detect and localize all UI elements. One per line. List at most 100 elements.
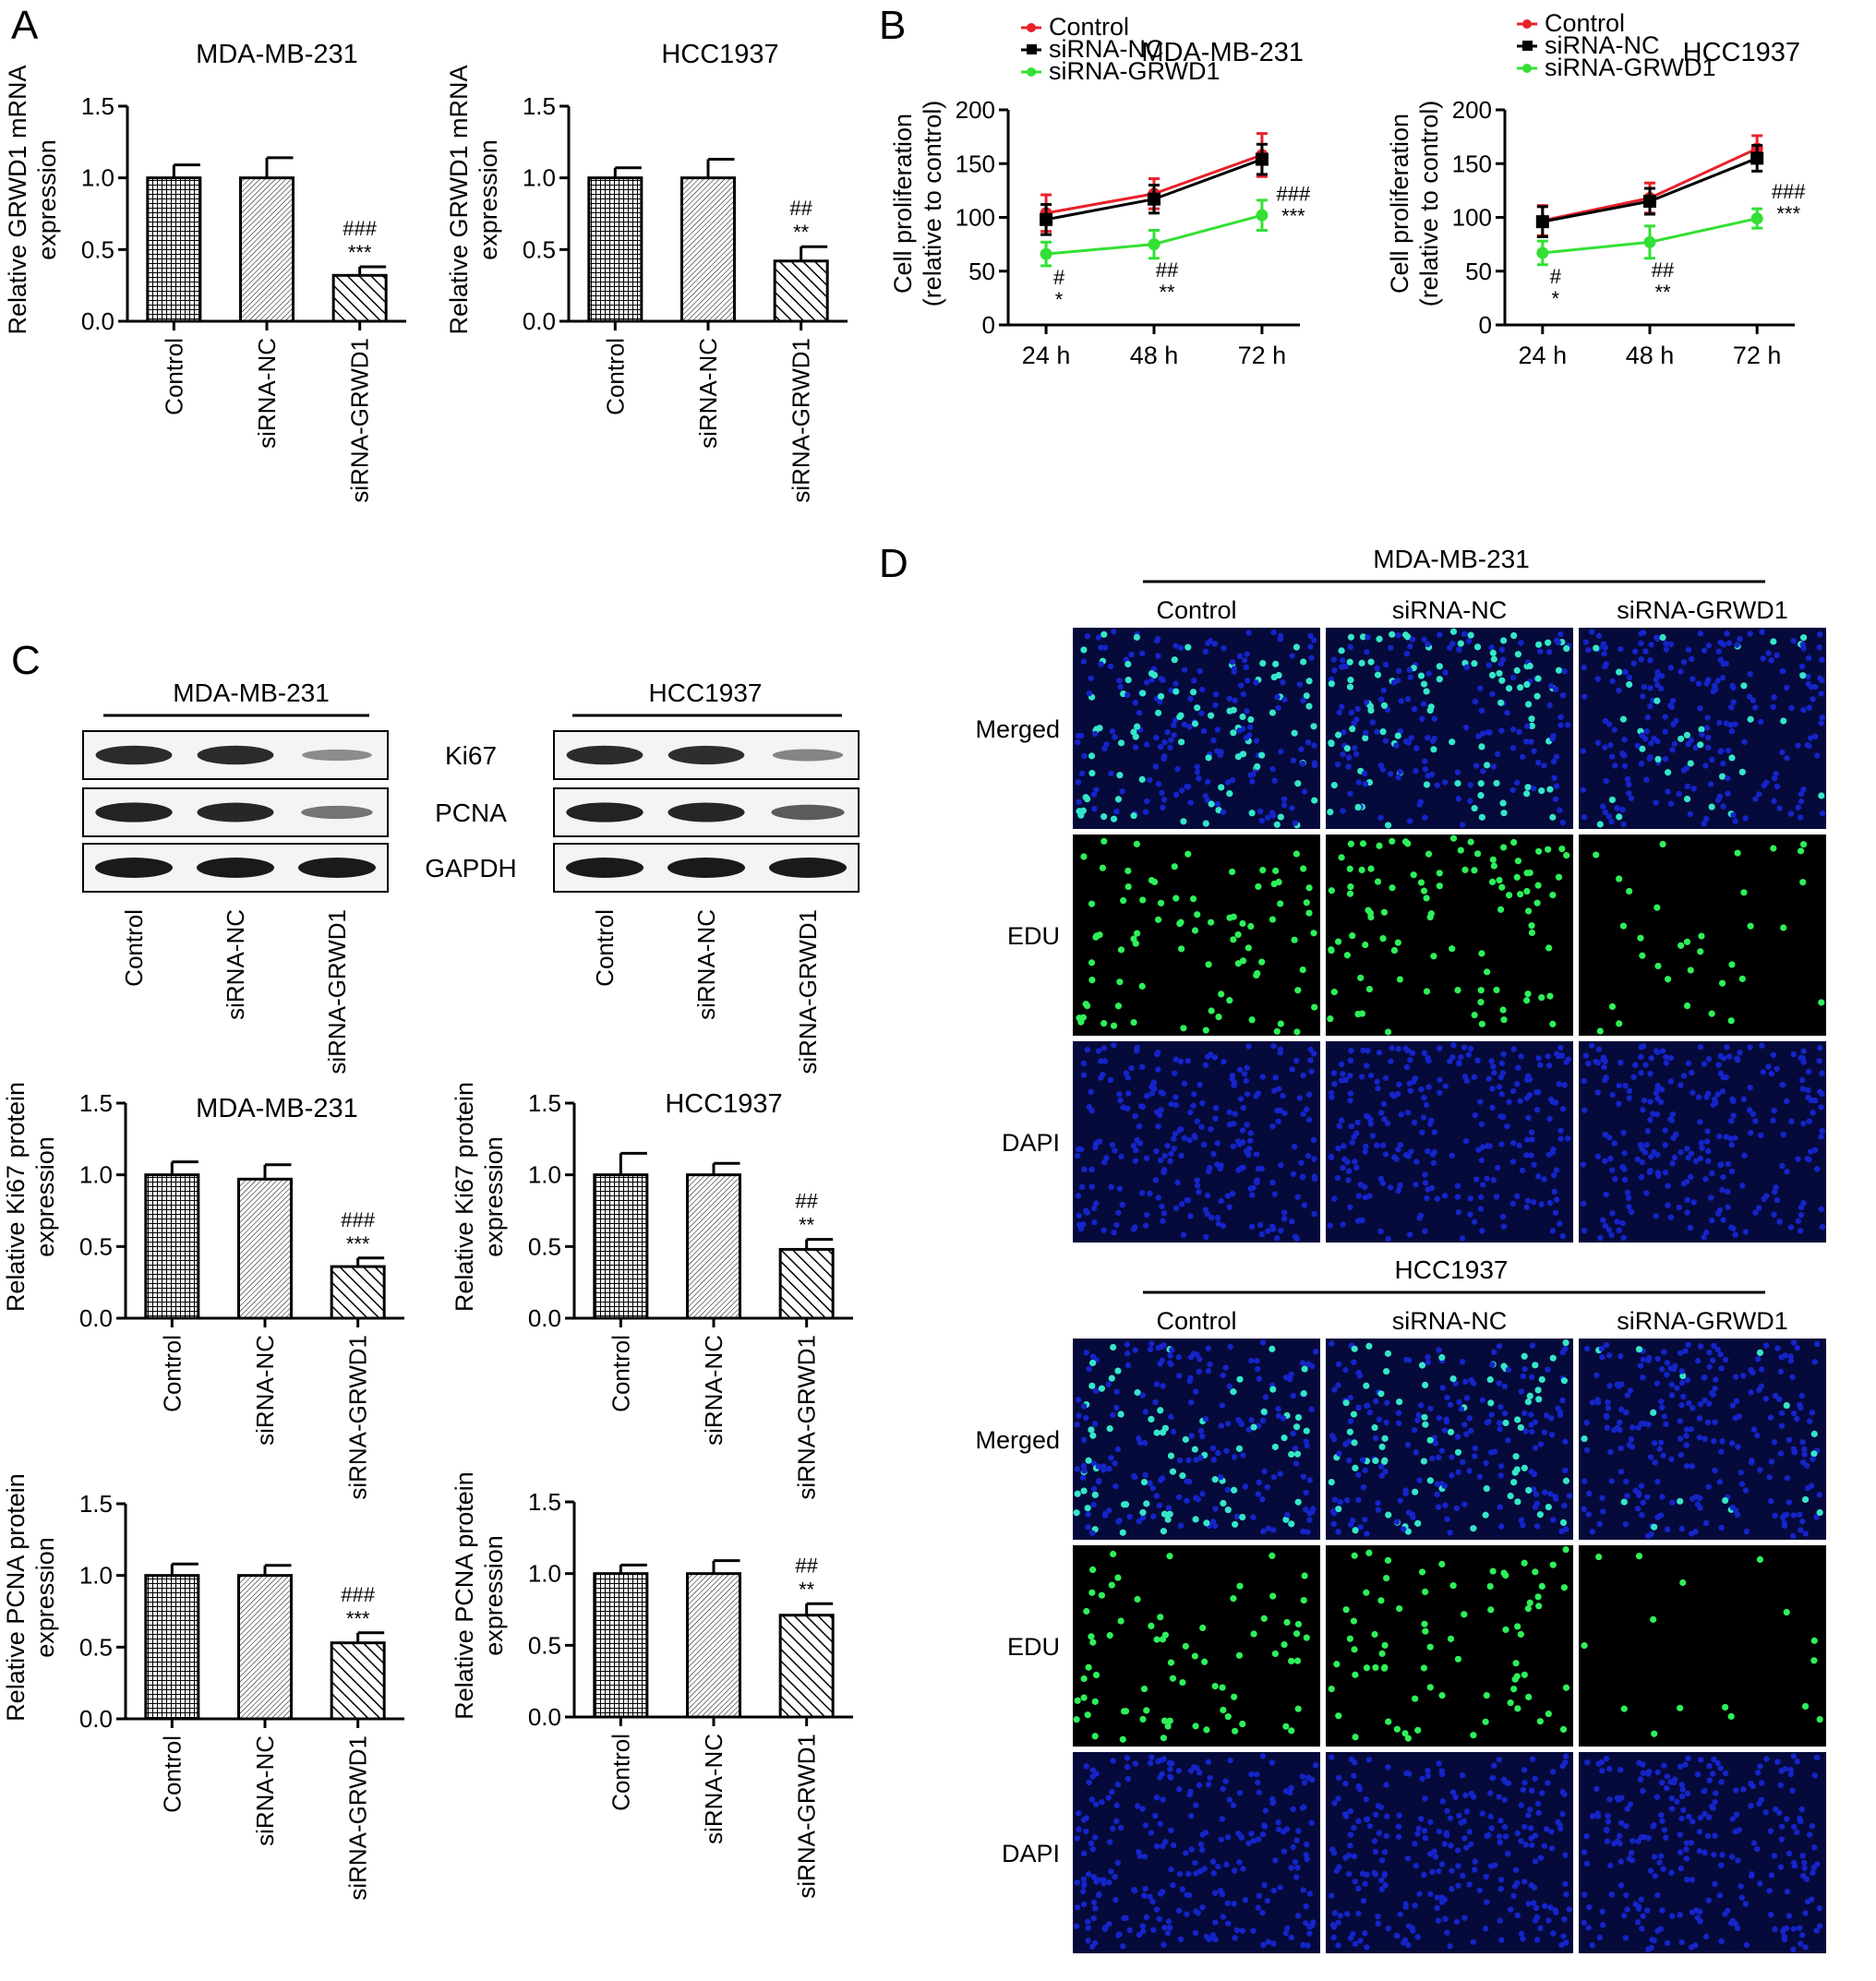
dapi-nucleus	[1533, 1937, 1541, 1943]
edu-positive-nucleus	[1635, 1346, 1643, 1353]
dapi-nucleus	[1790, 1512, 1798, 1519]
dapi-nucleus	[1518, 1053, 1524, 1060]
dapi-nucleus	[1755, 1356, 1762, 1363]
dapi-nucleus	[1719, 1088, 1726, 1095]
dapi-nucleus	[1157, 743, 1164, 750]
chart-title: HCC1937	[661, 40, 778, 69]
bar	[593, 1173, 649, 1320]
edu-positive-nucleus	[1215, 1013, 1222, 1021]
dapi-nucleus	[1819, 714, 1825, 721]
edu-positive-nucleus	[1521, 1464, 1528, 1471]
dapi-nucleus	[1529, 1428, 1535, 1435]
dapi-nucleus	[1172, 1070, 1178, 1076]
edu-positive-nucleus	[1562, 1339, 1569, 1347]
dapi-nucleus	[1702, 1933, 1710, 1940]
dapi-nucleus	[1307, 643, 1314, 650]
dapi-nucleus	[1747, 1085, 1753, 1091]
dapi-nucleus	[1172, 1094, 1179, 1100]
dapi-nucleus	[1358, 1074, 1365, 1080]
edu-positive-nucleus	[1401, 838, 1410, 846]
dapi-nucleus	[1378, 1472, 1386, 1479]
dapi-nucleus	[1093, 1200, 1100, 1207]
dapi-nucleus	[1530, 1900, 1537, 1906]
edu-positive-nucleus	[1549, 1561, 1557, 1568]
dapi-nucleus	[1784, 1098, 1790, 1105]
edu-positive-nucleus	[1535, 641, 1543, 648]
edu-positive-nucleus	[1269, 709, 1277, 716]
dapi-nucleus	[1243, 664, 1250, 671]
dapi-nucleus	[1207, 638, 1214, 644]
dapi-nucleus	[1088, 1840, 1095, 1847]
dapi-nucleus	[1585, 646, 1592, 654]
dapi-nucleus	[1559, 692, 1567, 699]
edu-positive-nucleus	[1350, 1411, 1358, 1418]
dapi-nucleus	[1702, 1176, 1709, 1183]
dapi-nucleus	[1624, 1493, 1630, 1499]
dapi-nucleus	[1362, 1467, 1368, 1473]
dapi-nucleus	[1496, 1380, 1502, 1387]
dapi-nucleus	[1139, 1923, 1147, 1929]
dapi-nucleus	[1077, 732, 1085, 739]
edu-positive-nucleus	[1328, 887, 1335, 894]
dapi-nucleus	[1725, 774, 1731, 782]
dapi-nucleus	[1594, 1399, 1602, 1406]
edu-positive-nucleus	[1085, 1663, 1092, 1671]
dapi-nucleus	[1300, 1473, 1306, 1480]
dapi-nucleus	[1124, 1105, 1131, 1112]
edu-positive-nucleus	[1536, 1718, 1544, 1725]
dapi-nucleus	[1352, 1940, 1359, 1947]
edu-positive-nucleus	[1436, 676, 1443, 683]
dapi-nucleus	[1810, 1864, 1818, 1871]
edu-positive-nucleus	[1517, 684, 1524, 691]
dapi-nucleus	[1485, 729, 1491, 736]
edu-positive-nucleus	[1528, 922, 1535, 930]
dapi-nucleus	[1662, 1127, 1669, 1134]
edu-positive-nucleus	[1201, 1658, 1209, 1665]
y-axis-label-line: Cell proliferation	[1386, 114, 1413, 294]
dapi-nucleus	[1375, 1085, 1381, 1092]
dapi-nucleus	[1756, 791, 1762, 798]
dapi-nucleus	[1518, 1838, 1524, 1844]
dapi-nucleus	[1683, 1855, 1690, 1862]
dapi-nucleus	[1311, 637, 1317, 643]
dapi-nucleus	[1643, 1141, 1650, 1148]
edu-positive-nucleus	[1283, 1618, 1291, 1627]
edu-positive-nucleus	[1421, 1620, 1428, 1627]
dapi-nucleus	[1102, 1924, 1109, 1931]
edu-positive-nucleus	[1818, 792, 1825, 799]
dapi-nucleus	[1414, 1417, 1421, 1423]
edu-positive-nucleus	[1477, 987, 1485, 994]
dapi-nucleus	[1648, 739, 1654, 747]
dapi-nucleus	[1705, 642, 1713, 649]
dapi-nucleus	[1763, 1342, 1770, 1349]
dapi-nucleus	[1532, 1858, 1539, 1865]
dapi-nucleus	[1531, 1161, 1537, 1168]
dapi-nucleus	[1099, 1799, 1105, 1806]
dapi-nucleus	[1528, 1129, 1535, 1135]
y-axis-label-line: Relative Ki67 protein	[451, 1082, 478, 1312]
dapi-nucleus	[1248, 1771, 1255, 1778]
dapi-nucleus	[1366, 1409, 1374, 1416]
dapi-nucleus	[1461, 1835, 1468, 1842]
dapi-nucleus	[1809, 1410, 1816, 1416]
dapi-nucleus	[1245, 630, 1252, 636]
dapi-nucleus	[1671, 1776, 1678, 1783]
significance-label: **	[799, 1214, 815, 1237]
dapi-nucleus	[1497, 1877, 1505, 1883]
y-axis-label-line: (relative to control)	[1415, 101, 1443, 307]
dapi-nucleus	[1230, 1802, 1237, 1808]
edu-positive-nucleus	[1269, 916, 1277, 923]
blot-band	[667, 745, 745, 765]
dapi-nucleus	[1728, 1141, 1735, 1148]
dapi-nucleus	[1706, 1814, 1713, 1820]
dapi-nucleus	[1605, 1227, 1613, 1233]
dapi-nucleus	[1786, 1913, 1793, 1919]
dapi-nucleus	[1553, 783, 1560, 789]
dapi-nucleus	[1614, 1381, 1621, 1388]
dapi-nucleus	[1598, 1759, 1605, 1766]
edu-positive-nucleus	[1120, 1501, 1128, 1508]
dapi-nucleus	[1088, 1183, 1096, 1190]
dapi-nucleus	[1074, 1422, 1081, 1428]
dapi-nucleus	[1542, 1903, 1548, 1909]
dapi-nucleus	[1562, 1438, 1569, 1445]
